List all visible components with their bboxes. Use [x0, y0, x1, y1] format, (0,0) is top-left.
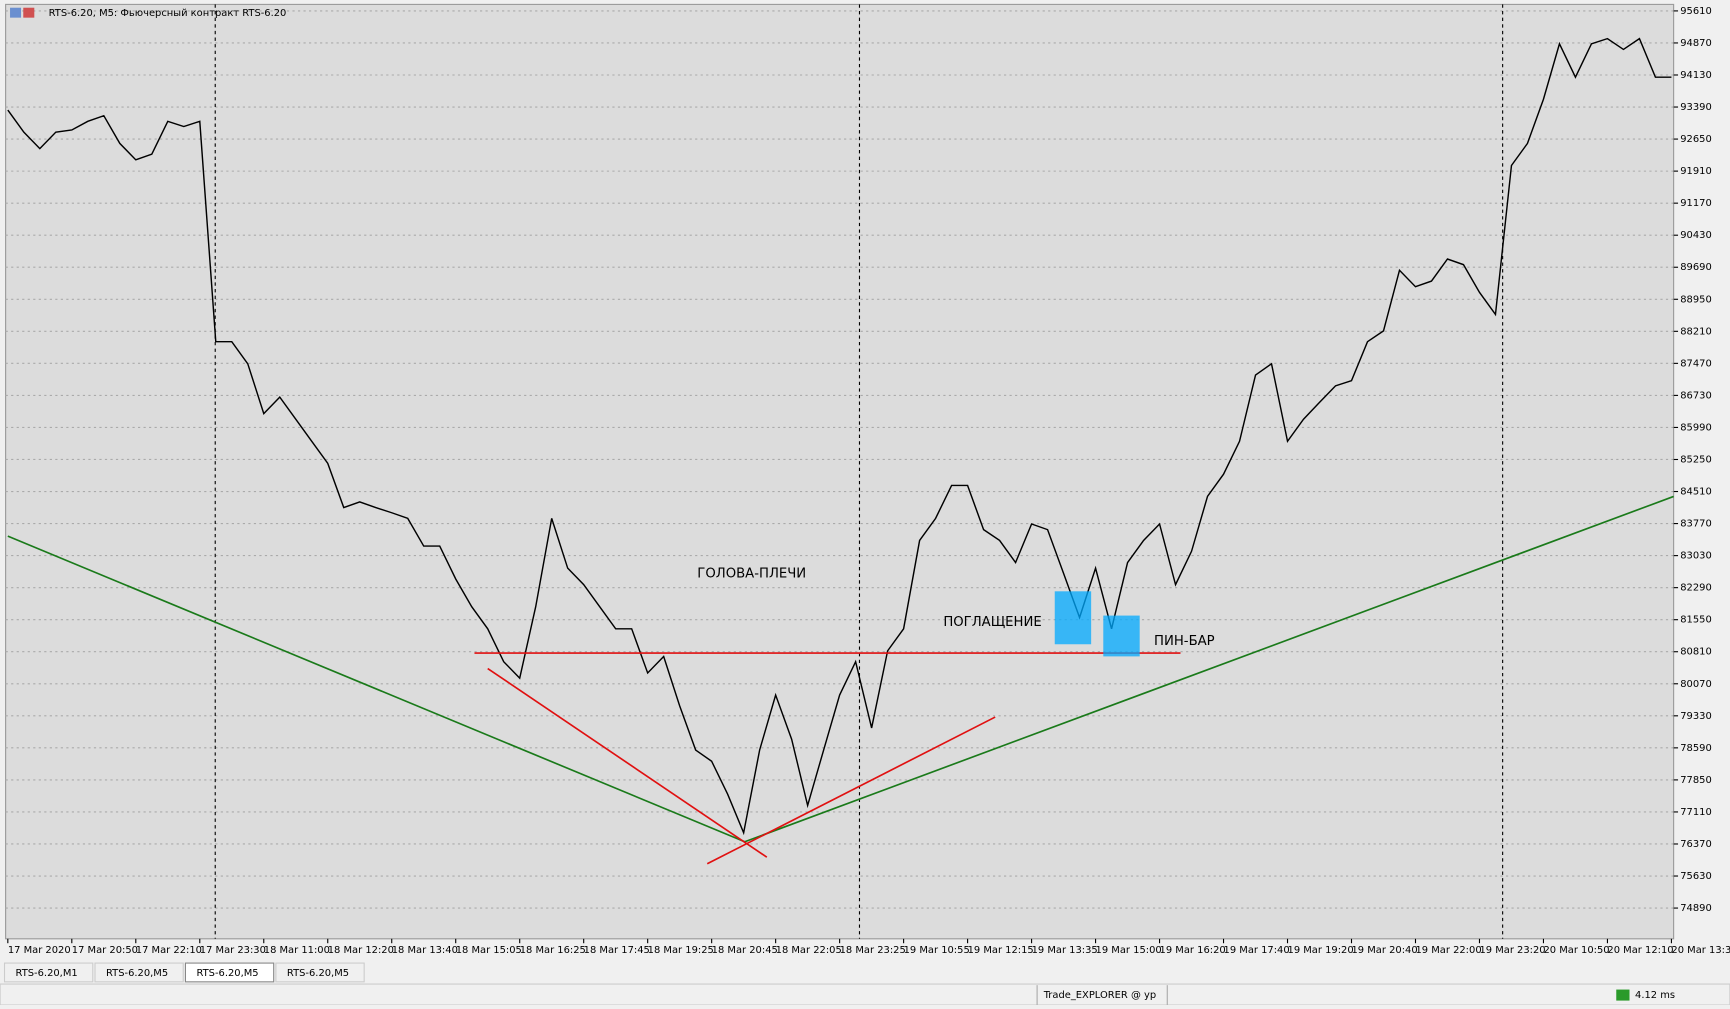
tab-label[interactable]: RTS-6.20,M5 [106, 968, 168, 979]
y-tick-label: 89690 [1680, 262, 1712, 273]
x-tick-label: 20 Mar 13:30 [1671, 945, 1730, 956]
x-tick-label: 20 Mar 12:10 [1607, 945, 1673, 956]
tab[interactable] [3, 962, 94, 983]
x-tick-label: 19 Mar 13:35 [1032, 945, 1098, 956]
x-tick-label: 19 Mar 17:40 [1224, 945, 1290, 956]
y-tick-label: 91910 [1680, 166, 1712, 177]
y-tick-label: 88950 [1680, 294, 1712, 305]
x-tick-label: 17 Mar 23:30 [200, 945, 266, 956]
x-tick-label: 18 Mar 15:05 [456, 945, 522, 956]
y-tick-label: 93390 [1680, 102, 1712, 113]
highlight [1103, 615, 1140, 657]
y-tick-label: 74890 [1680, 903, 1712, 914]
y-tick-label: 94130 [1680, 70, 1712, 81]
annotation: ПИН-БАР [1154, 634, 1215, 649]
price-plot [7, 37, 1672, 836]
y-tick-label: 75630 [1680, 871, 1712, 882]
y-tick-label: 95610 [1680, 6, 1712, 17]
x-tick-label: 19 Mar 16:20 [1160, 945, 1226, 956]
x-tick-label: 19 Mar 15:00 [1096, 945, 1162, 956]
x-tick-label: 18 Mar 16:25 [520, 945, 586, 956]
y-tick-label: 84510 [1680, 487, 1712, 498]
trend-line [487, 667, 768, 858]
y-tick-label: 83030 [1680, 551, 1712, 562]
signal-icon [1616, 989, 1630, 1001]
y-tick-label: 88210 [1680, 326, 1712, 337]
y-tick-label: 87470 [1680, 358, 1712, 369]
y-tick-label: 80070 [1680, 679, 1712, 690]
y-tick-label: 78590 [1680, 743, 1712, 754]
x-tick-label: 18 Mar 22:05 [776, 945, 842, 956]
trend-line [744, 495, 1674, 843]
tab[interactable] [275, 962, 365, 983]
tab-label[interactable]: RTS-6.20,M5 [287, 968, 349, 979]
tab[interactable] [94, 962, 184, 983]
status-ping: 4.12 ms [1635, 990, 1675, 1001]
y-tick-label: 83770 [1680, 519, 1712, 530]
y-tick-label: 92650 [1680, 134, 1712, 145]
y-tick-label: 85250 [1680, 454, 1712, 465]
x-tick-label: 19 Mar 22:00 [1415, 945, 1481, 956]
y-tick-label: 76370 [1680, 839, 1712, 850]
x-tick-label: 19 Mar 12:15 [968, 945, 1034, 956]
tabs: RTS-6.20,M1 RTS-6.20,M5 RTS-6.20,M5 RTS-6.2… [3, 962, 365, 983]
x-tick-label: 17 Mar 2020 [8, 945, 71, 956]
x-tick-label: 19 Mar 23:20 [1479, 945, 1545, 956]
icon [10, 7, 22, 18]
status-profile: Trade_EXPLORER @ ур [1043, 990, 1156, 1001]
tab-bar [0, 960, 1730, 983]
tab-label[interactable]: RTS-6.20,M5 [196, 968, 258, 979]
y-tick-label: 91170 [1680, 198, 1712, 209]
y-tick-label: 77110 [1680, 807, 1712, 818]
y-tick-label: 86730 [1680, 390, 1712, 401]
icon [23, 7, 35, 18]
x-tick-label: 18 Mar 19:25 [648, 945, 714, 956]
y-tick-label: 90430 [1680, 230, 1712, 241]
chart-title: RTS-6.20, M5: Фьючерсный контракт RTS-6.… [49, 8, 287, 19]
status-bar [0, 983, 1730, 1006]
tab[interactable] [184, 962, 275, 983]
highlight [1054, 591, 1092, 645]
tab-label[interactable]: RTS-6.20,M1 [16, 968, 78, 979]
x-tick-label: 18 Mar 23:25 [840, 945, 906, 956]
x-tick-label: 18 Mar 17:45 [584, 945, 650, 956]
x-tick-label: 17 Mar 20:50 [72, 945, 138, 956]
x-tick-label: 19 Mar 20:40 [1352, 945, 1418, 956]
plot-area [5, 3, 1675, 940]
y-tick-label: 80810 [1680, 647, 1712, 658]
annotation: ГОЛОВА-ПЛЕЧИ [697, 567, 806, 582]
price-line [7, 37, 1672, 836]
y-tick-label: 79330 [1680, 711, 1712, 722]
x-tick-label: 19 Mar 19:20 [1288, 945, 1354, 956]
y-tick-label: 94870 [1680, 38, 1712, 49]
x-tick-label: 18 Mar 13:40 [392, 945, 458, 956]
trend-line [7, 535, 746, 843]
grid [5, 10, 1674, 909]
y-tick-label: 77850 [1680, 775, 1712, 786]
x-tick-label: 19 Mar 10:55 [904, 945, 970, 956]
y-tick-label: 81550 [1680, 615, 1712, 626]
trend-line [706, 716, 996, 865]
x-tick-label: 20 Mar 10:50 [1543, 945, 1609, 956]
annotation: ПОГЛАЩЕНИЕ [943, 615, 1041, 630]
y-tick-label: 82290 [1680, 583, 1712, 594]
x-tick-label: 18 Mar 20:45 [712, 945, 778, 956]
x-tick-label: 17 Mar 22:10 [136, 945, 202, 956]
y-tick-label: 85990 [1680, 422, 1712, 433]
x-tick-label: 18 Mar 12:20 [328, 945, 394, 956]
x-tick-label: 18 Mar 11:00 [264, 945, 330, 956]
